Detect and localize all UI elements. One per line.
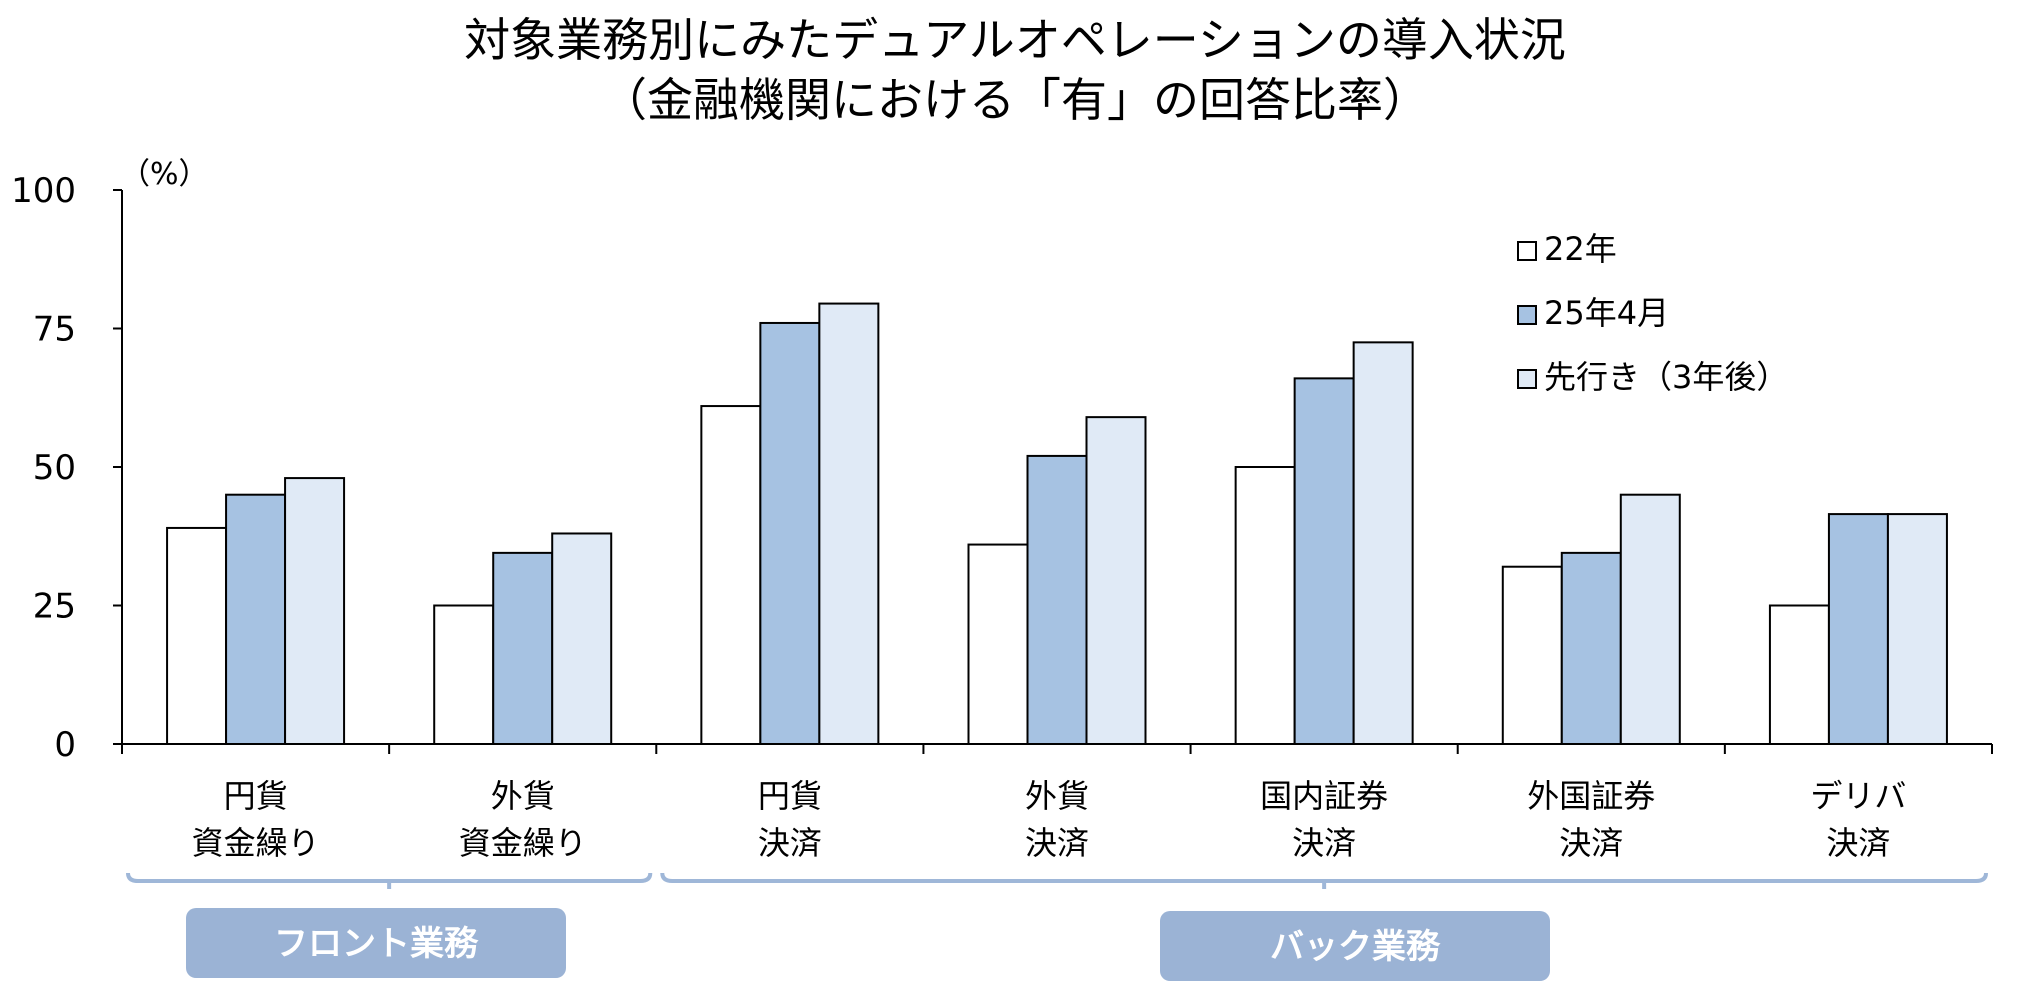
legend-swatch [1517, 369, 1537, 389]
bar [1352, 341, 1414, 745]
bar [1293, 377, 1355, 745]
bar [1085, 416, 1147, 745]
group-label-box [1160, 911, 1550, 981]
x-tick-label: 決済 [1292, 824, 1356, 862]
x-tick-label: 決済 [758, 824, 822, 862]
x-tick-label: 外貨 [1025, 777, 1089, 815]
bar [1827, 513, 1889, 746]
bar [1501, 565, 1563, 745]
bar [1026, 454, 1088, 745]
y-axis-unit-label: （%） [120, 157, 209, 192]
x-tick-label: 円貨 [758, 777, 822, 815]
legend-swatch [1517, 305, 1537, 325]
y-tick-label: 25 [33, 587, 76, 627]
group-label-box [186, 908, 566, 978]
group-bracket [126, 872, 653, 883]
bar [284, 477, 346, 745]
bar [759, 321, 821, 745]
x-tick-label: 資金繰り [192, 824, 320, 862]
bar [1560, 551, 1622, 745]
bar [1886, 513, 1948, 746]
legend-swatch [1517, 241, 1537, 261]
bar [166, 526, 228, 745]
bar [433, 604, 495, 745]
x-tick-label: 決済 [1559, 824, 1623, 862]
x-tick-label: 決済 [1025, 824, 1089, 862]
chart-subtitle: （金融機関における「有」の回答比率） [601, 73, 1429, 127]
x-tick-label: 円貨 [224, 777, 288, 815]
group-bracket [660, 872, 1988, 883]
x-tick-label: 外貨 [491, 777, 555, 815]
y-tick-label: 0 [54, 725, 76, 765]
y-axis: 0 25 50 75 100 [11, 171, 122, 765]
bar [492, 551, 554, 745]
axes [121, 190, 1993, 754]
group-label: バック業務 [1270, 927, 1441, 967]
y-tick-label: 50 [33, 448, 76, 488]
x-tick-label: 決済 [1826, 824, 1890, 862]
x-tick-label: デリバ [1810, 777, 1906, 815]
legend-label: 先行き（3年後） [1544, 358, 1788, 396]
bar [225, 493, 287, 746]
group-label: フロント業務 [274, 924, 479, 964]
y-tick-label: 100 [11, 171, 76, 211]
bar [1234, 466, 1296, 745]
x-tick-label: 外国証券 [1527, 777, 1655, 815]
chart-title: 対象業務別にみたデュアルオペレーションの導入状況 [464, 13, 1566, 67]
bar [551, 532, 613, 745]
legend-label: 22年 [1544, 230, 1617, 268]
category-groups: フロント業務 バック業務 [126, 872, 1988, 981]
y-tick-label: 75 [33, 310, 76, 350]
x-tick-label: 資金繰り [459, 824, 587, 862]
bar [818, 302, 880, 745]
bar [967, 543, 1029, 745]
bars [166, 302, 1948, 746]
bar [700, 405, 762, 745]
legend-label: 25年4月 [1544, 294, 1669, 332]
bar [1619, 493, 1681, 746]
bar [1768, 604, 1830, 745]
x-tick-label: 国内証券 [1260, 777, 1388, 815]
